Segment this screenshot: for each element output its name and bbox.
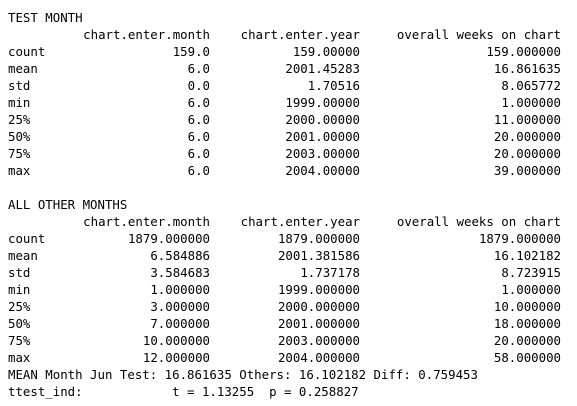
table-cell: 20.000000 [493,146,561,161]
table-cell: 159.0 [172,44,210,59]
row-label: 75% [8,146,31,161]
row-label: std [8,78,31,93]
table-row: max 12.000000 2004.000000 58.000000 [8,349,574,366]
table-cell: 39.000000 [493,163,561,178]
table-row: mean 6.0 2001.45283 16.861635 [8,60,574,77]
test-month-title: TEST MONTH [8,10,83,25]
row-label: count [8,44,46,59]
table-row: count 159.0 159.00000 159.000000 [8,43,574,60]
other-months-header-row: chart.enter.month chart.enter.year overa… [8,213,574,230]
table-row: std 0.0 1.70516 8.065772 [8,77,574,94]
column-header-month: chart.enter.month [83,214,210,229]
table-cell: 10.000000 [142,333,210,348]
row-label: max [8,350,31,365]
table-cell: 0.0 [187,78,210,93]
table-cell: 8.065772 [501,78,561,93]
table-cell: 1999.00000 [285,95,360,110]
row-label: min [8,282,31,297]
row-label: max [8,163,31,178]
table-cell: 3.584683 [150,265,210,280]
table-cell: 16.861635 [493,61,561,76]
test-month-table: count 159.0 159.00000 159.000000 mean 6.0 2001… [8,43,574,179]
other-months-table: count 1879.000000 1879.000000 1879.000000 me… [8,230,574,366]
table-cell: 1.70516 [307,78,360,93]
section-spacer [8,179,574,196]
row-label: 25% [8,299,31,314]
column-header-year: chart.enter.year [240,27,360,42]
table-cell: 6.0 [187,163,210,178]
row-label: 50% [8,316,31,331]
table-cell: 159.00000 [292,44,360,59]
table-cell: 20.000000 [493,129,561,144]
stats-output: TEST MONTH chart.enter.month chart.enter… [8,9,574,400]
table-cell: 11.000000 [493,112,561,127]
row-label: 25% [8,112,31,127]
mean-summary-line: MEAN Month Jun Test: 16.861635 Others: 1… [8,367,478,382]
table-cell: 159.000000 [486,44,561,59]
table-row: count 1879.000000 1879.000000 1879.000000 [8,230,574,247]
table-row: min 1.000000 1999.000000 1.000000 [8,281,574,298]
row-label: mean [8,61,38,76]
table-cell: 7.000000 [150,316,210,331]
table-row: max 6.0 2004.00000 39.000000 [8,162,574,179]
table-cell: 6.0 [187,112,210,127]
ttest-summary-line: ttest_ind: t = 1.13255 p = 0.258827 [8,384,359,399]
table-row: 75% 10.000000 2003.000000 20.000000 [8,332,574,349]
table-cell: 1.000000 [501,95,561,110]
table-cell: 10.000000 [493,299,561,314]
table-row: std 3.584683 1.737178 8.723915 [8,264,574,281]
row-label: std [8,265,31,280]
table-cell: 20.000000 [493,333,561,348]
table-cell: 1879.000000 [277,231,360,246]
column-header-weeks: overall weeks on chart [396,214,561,229]
table-row: 25% 6.0 2000.00000 11.000000 [8,111,574,128]
table-cell: 2001.000000 [277,316,360,331]
table-cell: 2004.00000 [285,163,360,178]
table-cell: 2004.000000 [277,350,360,365]
table-cell: 2000.000000 [277,299,360,314]
table-cell: 1.737178 [300,265,360,280]
table-cell: 2001.381586 [277,248,360,263]
table-cell: 2000.00000 [285,112,360,127]
test-month-header-row: chart.enter.month chart.enter.year overa… [8,26,574,43]
table-cell: 6.0 [187,146,210,161]
row-label: 50% [8,129,31,144]
table-cell: 6.0 [187,61,210,76]
table-cell: 6.0 [187,95,210,110]
table-row: 50% 7.000000 2001.000000 18.000000 [8,315,574,332]
row-label: mean [8,248,38,263]
table-cell: 6.584886 [150,248,210,263]
table-cell: 2003.000000 [277,333,360,348]
table-row: 25% 3.000000 2000.000000 10.000000 [8,298,574,315]
table-cell: 12.000000 [142,350,210,365]
row-label: count [8,231,46,246]
column-header-year: chart.enter.year [240,214,360,229]
table-cell: 6.0 [187,129,210,144]
table-cell: 58.000000 [493,350,561,365]
column-header-month: chart.enter.month [83,27,210,42]
table-cell: 2003.00000 [285,146,360,161]
table-cell: 3.000000 [150,299,210,314]
column-header-weeks: overall weeks on chart [396,27,561,42]
row-label: min [8,95,31,110]
table-row: mean 6.584886 2001.381586 16.102182 [8,247,574,264]
table-cell: 18.000000 [493,316,561,331]
table-row: min 6.0 1999.00000 1.000000 [8,94,574,111]
row-label: 75% [8,333,31,348]
other-months-title: ALL OTHER MONTHS [8,197,128,212]
table-cell: 1999.000000 [277,282,360,297]
table-cell: 1879.000000 [127,231,210,246]
table-cell: 8.723915 [501,265,561,280]
table-cell: 1.000000 [501,282,561,297]
table-row: 50% 6.0 2001.00000 20.000000 [8,128,574,145]
table-cell: 2001.45283 [285,61,360,76]
table-cell: 1.000000 [150,282,210,297]
table-row: 75% 6.0 2003.00000 20.000000 [8,145,574,162]
table-cell: 16.102182 [493,248,561,263]
table-cell: 2001.00000 [285,129,360,144]
table-cell: 1879.000000 [478,231,561,246]
